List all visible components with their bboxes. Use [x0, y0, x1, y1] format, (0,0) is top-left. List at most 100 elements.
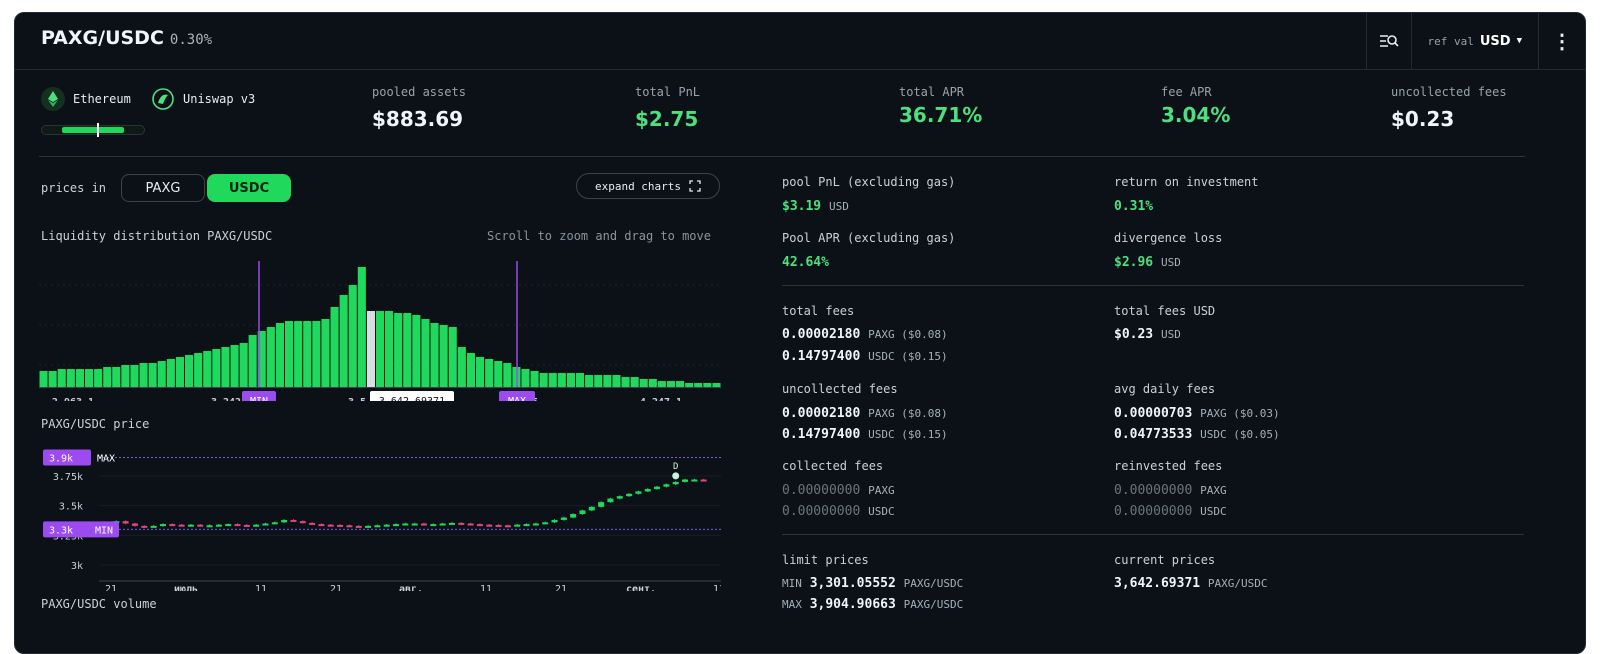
candle — [588, 506, 595, 511]
candle — [663, 484, 670, 487]
candle — [644, 489, 651, 492]
stat-apr-value: 36.71% — [899, 103, 983, 127]
candle — [700, 479, 707, 482]
liquidity-bar — [366, 311, 375, 387]
liquidity-bar — [112, 367, 121, 387]
candle — [159, 524, 166, 527]
avg-daily-fees-usdc: 0.04773533 USDC ($0.05) — [1114, 427, 1280, 442]
collected-fees-label: collected fees — [782, 459, 884, 473]
filter-search-button[interactable] — [1365, 13, 1411, 69]
liquidity-bar — [130, 365, 139, 387]
x-tick-label: 21 — [105, 584, 117, 591]
liquidity-bar — [121, 365, 130, 387]
candle — [206, 525, 213, 528]
candle — [337, 524, 344, 527]
liquidity-bar — [312, 321, 321, 387]
candle — [626, 493, 633, 497]
candle — [225, 524, 232, 527]
price-paxg-toggle[interactable]: PAXG — [121, 174, 205, 202]
liquidity-bar — [576, 373, 585, 387]
x-tick-label: 2,963.1 — [52, 397, 94, 401]
y-tick-label: 3.75k — [53, 472, 83, 483]
liquidity-bar — [530, 371, 539, 387]
marker-dot — [672, 472, 680, 480]
candle — [271, 522, 278, 525]
liquidity-bar — [466, 353, 475, 387]
candle — [682, 479, 689, 482]
zoom-hint: Scroll to zoom and drag to move — [487, 229, 711, 243]
expand-icon — [689, 180, 701, 192]
expand-charts-button[interactable]: expand charts — [576, 173, 720, 199]
marker-label: D — [673, 462, 678, 472]
uncollected-fees-usdc: 0.14797400 USDC ($0.15) — [782, 427, 948, 442]
liquidity-bar — [221, 347, 230, 387]
candle — [383, 524, 390, 527]
network-chip: Ethereum — [41, 87, 131, 111]
current-price-tag-bg — [370, 391, 454, 401]
candle — [430, 524, 437, 527]
liquidity-bar — [103, 367, 112, 387]
limit-min: MIN 3,301.05552 PAXG/USDC — [782, 576, 964, 591]
candle — [448, 522, 455, 525]
liquidity-chart[interactable]: 2,963.13,2423,554,247.1MINMAX3,642.69371 — [39, 245, 721, 401]
candle — [299, 521, 306, 524]
liquidity-bar — [676, 381, 685, 387]
liquidity-bar — [603, 375, 612, 387]
ref-value-select[interactable]: ref val USD ▼ — [1410, 13, 1539, 69]
liquidity-bar — [85, 369, 94, 387]
divider — [39, 156, 1525, 157]
liquidity-bar — [639, 379, 648, 387]
total-fees-usd-value: $0.23 USD — [1114, 327, 1181, 342]
divider — [782, 285, 1524, 286]
stat-pooled-value: $883.69 — [372, 107, 464, 131]
candle — [215, 524, 222, 527]
pool-pnl-value: $3.19 USD — [782, 199, 849, 214]
candle — [523, 524, 530, 527]
liquidity-bar — [630, 377, 639, 387]
liquidity-bar — [539, 373, 548, 387]
y-tick-label: 3k — [71, 561, 83, 572]
min-tag-bg — [242, 391, 276, 401]
more-menu-button[interactable]: ⋮ — [1538, 13, 1585, 69]
current-price-tag: 3,642.69371 — [379, 396, 445, 401]
kebab-icon: ⋮ — [1552, 29, 1572, 53]
liquidity-bar — [394, 313, 403, 387]
candle — [495, 524, 502, 527]
reinvested-fees-paxg: 0.00000000 PAXG — [1114, 483, 1227, 498]
liquidity-bar — [57, 369, 66, 387]
candle — [262, 523, 269, 526]
candle — [560, 517, 567, 520]
liquidity-bar — [66, 369, 75, 387]
x-tick-label: авг. — [399, 584, 423, 591]
liquidity-bar — [421, 319, 430, 387]
liquidity-bar — [303, 321, 312, 387]
candle — [532, 523, 539, 526]
candle — [691, 479, 698, 482]
current-price: 3,642.69371 PAXG/USDC — [1114, 576, 1268, 591]
liquidity-bar — [612, 375, 621, 387]
price-chart[interactable]: 3.75k3.5k3.25k3kD21июль1121авг.1121сент.… — [39, 441, 721, 591]
stat-pnl-label: total PnL — [635, 85, 701, 99]
liquidity-bar — [494, 361, 503, 387]
liquidity-bar — [476, 357, 485, 387]
limit-max: MAX 3,904.90663 PAXG/USDC — [782, 597, 964, 612]
liquidity-bar — [385, 311, 394, 387]
liquidity-bar — [448, 327, 457, 387]
stat-fee-apr-label: fee APR — [1161, 85, 1212, 99]
uncollected-fees-paxg: 0.00002180 PAXG ($0.08) — [782, 406, 948, 421]
x-tick-label: 3,5 — [348, 397, 366, 401]
liquidity-bar — [285, 321, 294, 387]
max-tag-bg — [499, 391, 535, 401]
candle — [672, 481, 679, 485]
liquidity-bar — [275, 323, 284, 387]
candle — [439, 523, 446, 526]
liquidity-bar — [703, 383, 712, 387]
x-tick-label: 11 — [713, 584, 721, 591]
candle — [542, 522, 549, 525]
min-tag-value: 3.3k — [49, 525, 73, 536]
x-tick-label: 21 — [330, 584, 342, 591]
price-usdc-toggle[interactable]: USDC — [207, 174, 291, 202]
candle — [598, 502, 605, 507]
liquidity-bar — [257, 331, 266, 387]
candle — [616, 496, 623, 499]
